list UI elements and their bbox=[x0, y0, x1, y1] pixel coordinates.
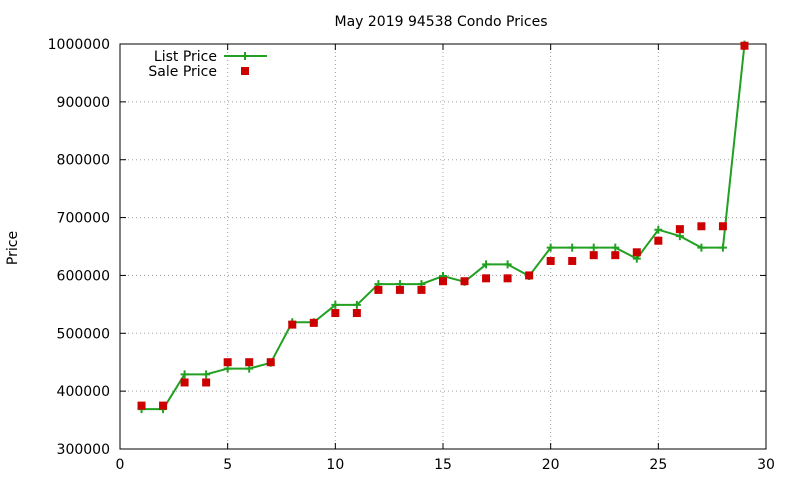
y-tick-label: 700000 bbox=[57, 211, 110, 227]
sale-price-point bbox=[718, 222, 727, 231]
sale-price-point bbox=[395, 285, 404, 294]
sale-price-point bbox=[309, 318, 318, 327]
list-price-point bbox=[675, 232, 684, 241]
list-price-point bbox=[654, 225, 663, 234]
list-price-point bbox=[589, 243, 598, 252]
sale-price-point bbox=[589, 251, 598, 260]
list-price-point bbox=[503, 260, 512, 269]
sale-price-point bbox=[352, 309, 361, 318]
sale-price-point bbox=[654, 236, 663, 245]
list-price-point bbox=[202, 370, 211, 379]
list-price-point bbox=[718, 243, 727, 252]
sale-price-point bbox=[331, 309, 340, 318]
y-tick-label: 800000 bbox=[57, 153, 110, 169]
sale-price-point bbox=[675, 225, 684, 234]
x-tick-label: 10 bbox=[326, 457, 344, 473]
y-tick-label: 900000 bbox=[57, 95, 110, 111]
sale-price-point bbox=[245, 358, 254, 367]
sale-price-point bbox=[266, 358, 275, 367]
list-price-point bbox=[331, 300, 340, 309]
y-tick-label: 300000 bbox=[57, 442, 110, 458]
sale-price-point bbox=[288, 320, 297, 329]
x-tick-label: 25 bbox=[649, 457, 667, 473]
list-price-point bbox=[611, 243, 620, 252]
list-price-point bbox=[546, 243, 555, 252]
grid-lines bbox=[120, 44, 766, 449]
y-axis-label: Price bbox=[5, 231, 21, 265]
list-price-line bbox=[141, 44, 746, 411]
sale-price-point bbox=[180, 378, 189, 387]
x-tick-label: 15 bbox=[434, 457, 452, 473]
sale-price-point bbox=[223, 358, 232, 367]
sale-price-point bbox=[503, 274, 512, 283]
list-price-point bbox=[482, 260, 491, 269]
y-tick-label: 500000 bbox=[57, 326, 110, 342]
y-tick-label: 400000 bbox=[57, 384, 110, 400]
sale-price-point bbox=[611, 251, 620, 260]
plot-area bbox=[137, 40, 749, 414]
sale-price-point bbox=[697, 222, 706, 231]
sale-price-point bbox=[439, 277, 447, 286]
sale-price-point bbox=[137, 401, 146, 410]
sale-price-point bbox=[482, 274, 491, 283]
legend-label-list-price: List Price bbox=[154, 49, 217, 65]
list-price-point bbox=[568, 243, 577, 252]
legend-label-sale-price: Sale Price bbox=[148, 64, 217, 80]
legend: List Price Sale Price bbox=[148, 49, 267, 80]
y-tick-label: 1000000 bbox=[48, 37, 110, 53]
legend-marker-list-price bbox=[241, 52, 249, 60]
sale-price-point bbox=[546, 256, 555, 265]
chart-title: May 2019 94538 Condo Prices bbox=[334, 14, 547, 30]
axes: 0 5 10 15 20 25 30 300000 400000 500000 600000 7000… bbox=[48, 37, 775, 473]
x-tick-label: 0 bbox=[116, 457, 125, 473]
x-tick-label: 5 bbox=[223, 457, 232, 473]
sale-price-point bbox=[460, 277, 469, 286]
x-tick-label: 30 bbox=[757, 457, 775, 473]
sale-price-point bbox=[632, 248, 641, 257]
sale-price-point bbox=[568, 256, 577, 265]
x-tick-label: 20 bbox=[542, 457, 560, 473]
list-price-point bbox=[697, 243, 706, 252]
sale-price-point bbox=[374, 285, 383, 294]
sale-price-point bbox=[525, 271, 534, 280]
list-price-point bbox=[352, 300, 361, 309]
list-price-point bbox=[180, 370, 189, 379]
sale-price-point bbox=[202, 378, 211, 387]
sale-price-point bbox=[740, 41, 749, 50]
sale-price-point bbox=[417, 285, 426, 294]
sale-price-point bbox=[159, 401, 168, 410]
legend-marker-sale-price bbox=[241, 67, 249, 75]
y-tick-label: 600000 bbox=[57, 268, 110, 284]
